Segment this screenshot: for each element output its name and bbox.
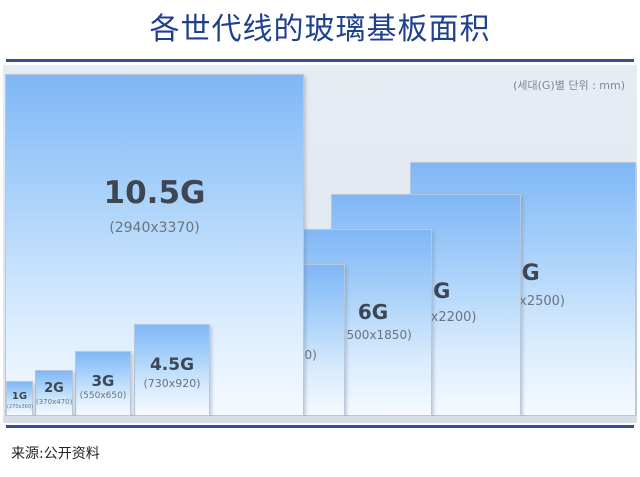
panel-4-5g-gen: 4.5G — [149, 355, 195, 375]
panel-1g-dim: (270x360) — [7, 404, 33, 410]
panel-6g-dim: (1500x1850) — [334, 328, 412, 342]
panel-4-5g-dim: (730x920) — [143, 377, 201, 390]
source-note: 来源:公开资料 — [11, 446, 100, 462]
diagram-floor — [3, 416, 637, 423]
panel-2g: 2G (370x470) — [35, 370, 73, 416]
panel-1g-gen: 1G — [11, 391, 28, 402]
panel-10-5g-dim: (2940x3370) — [109, 220, 200, 236]
panel-3g: 3G (550x650) — [75, 351, 131, 416]
unit-note: (세대(G)별 단위 : mm) — [513, 79, 625, 92]
bottom-divider — [6, 425, 634, 428]
top-divider — [6, 59, 634, 62]
panel-3g-dim: (550x650) — [79, 391, 127, 401]
panel-10-5g-gen: 10.5G — [103, 175, 206, 211]
panel-3g-gen: 3G — [91, 372, 115, 390]
panel-6g-gen: 6G — [357, 300, 389, 324]
glass-substrate-diagram: (세대(G)별 단위 : mm) 8G (2200x2500) 7G (1870… — [3, 65, 637, 423]
panel-1g: 1G (270x360) — [6, 381, 33, 416]
panel-2g-gen: 2G — [44, 381, 64, 396]
panel-4-5g: 4.5G (730x920) — [134, 324, 210, 416]
panel-2g-dim: (370x470) — [36, 398, 73, 406]
page-title: 各世代线的玻璃基板面积 — [149, 12, 491, 47]
